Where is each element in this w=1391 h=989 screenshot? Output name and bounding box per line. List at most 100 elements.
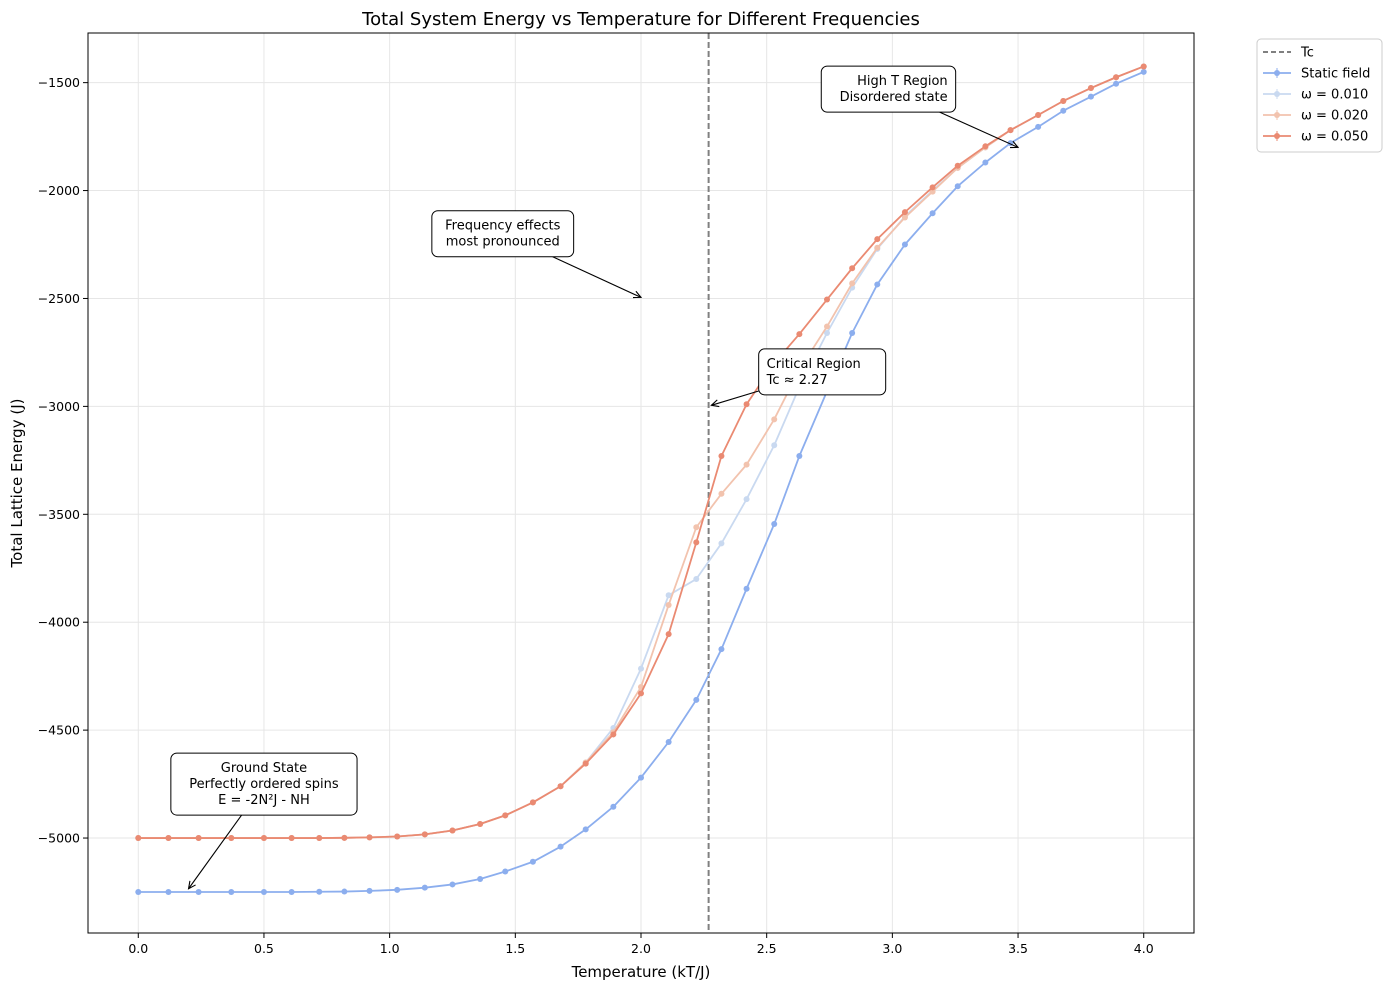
data-point (316, 888, 323, 895)
data-point (610, 803, 617, 810)
y-tick-label: −5000 (38, 831, 80, 846)
x-tick-label: 1.0 (380, 941, 400, 956)
legend-marker (1274, 70, 1280, 76)
x-tick-label: 1.5 (505, 941, 525, 956)
data-point (195, 835, 202, 842)
data-point (394, 833, 401, 840)
data-point (1007, 127, 1014, 134)
data-point (502, 868, 509, 875)
annotation-text: most pronounced (446, 235, 560, 250)
data-point (449, 827, 456, 834)
y-tick-label: −2000 (38, 183, 80, 198)
data-point (1140, 63, 1147, 70)
data-point (718, 490, 725, 497)
data-point (771, 442, 778, 449)
arrow-head (632, 290, 643, 299)
data-point (665, 631, 672, 638)
data-point (582, 760, 589, 767)
data-point (421, 831, 428, 838)
legend-label: ω = 0.020 (1301, 109, 1368, 124)
legend-entry: ω = 0.050 (1263, 130, 1368, 145)
data-point (693, 576, 700, 583)
data-point (693, 524, 700, 531)
data-point (165, 835, 172, 842)
data-point (316, 835, 323, 842)
data-point (796, 331, 803, 338)
y-tick-label: −1500 (38, 75, 80, 90)
data-point (743, 585, 750, 592)
data-point (718, 453, 725, 460)
data-point (982, 143, 989, 150)
data-point (1113, 80, 1120, 87)
data-point (849, 330, 856, 336)
legend-entry: Static field (1263, 67, 1370, 82)
data-point (557, 843, 564, 850)
data-point (228, 888, 235, 895)
data-point (477, 821, 484, 828)
annotation-text: Frequency effects (445, 219, 560, 234)
data-point (1035, 123, 1042, 130)
data-point (502, 812, 509, 819)
annotation-text: Perfectly ordered spins (189, 777, 339, 792)
data-point (954, 183, 961, 190)
data-point (529, 858, 536, 865)
data-point (557, 783, 564, 790)
data-point (665, 738, 672, 745)
data-point (874, 281, 881, 288)
arrow-head (710, 399, 720, 408)
data-point (743, 496, 750, 503)
annotation-box (431, 210, 575, 258)
annotation-arrow (711, 390, 759, 406)
data-point (743, 461, 750, 468)
data-point (394, 886, 401, 893)
data-point (849, 265, 856, 272)
annotation-text: Ground State (221, 761, 307, 776)
grid (88, 33, 1194, 933)
annotation-arrow (939, 111, 1019, 148)
annotation-text: Critical Region (767, 357, 861, 372)
legend-marker (1274, 133, 1280, 139)
data-point (1140, 68, 1147, 75)
series-line (138, 71, 1145, 893)
data-point (366, 834, 373, 841)
data-point (665, 601, 672, 608)
data-point (796, 453, 803, 460)
data-point (901, 214, 908, 221)
data-point (638, 774, 644, 781)
series-0 (135, 68, 1147, 895)
data-point (1060, 97, 1067, 104)
x-tick-label: 0.0 (128, 941, 148, 956)
data-point (824, 296, 831, 303)
y-tick-label: −3000 (38, 399, 80, 414)
series-line (138, 65, 1145, 839)
y-tick-label: −3500 (38, 507, 80, 522)
x-tick-label: 0.5 (254, 941, 274, 956)
data-point (693, 539, 700, 546)
x-axis-ticks: 0.0 0.5 1.0 1.5 2.0 2.5 3.0 3.5 4.0 (128, 933, 1154, 956)
data-point (824, 330, 831, 336)
data-point (638, 665, 644, 672)
data-point (718, 540, 725, 547)
data-point (421, 884, 428, 891)
arrow-head (1010, 140, 1020, 149)
legend-label: Static field (1301, 67, 1370, 82)
data-point (693, 696, 700, 703)
data-point (718, 646, 725, 653)
data-point (1035, 112, 1042, 119)
annotation-text: High T Region (857, 74, 948, 89)
data-point (610, 731, 617, 738)
y-axis-label: Total Lattice Energy (J) (8, 399, 26, 569)
data-point (366, 887, 373, 894)
legend-label: ω = 0.050 (1301, 130, 1368, 145)
x-tick-label: 3.5 (1008, 941, 1028, 956)
legend-entry: ω = 0.020 (1263, 109, 1368, 124)
legend-marker (1274, 112, 1280, 118)
data-point (771, 416, 778, 423)
data-point (1113, 74, 1120, 81)
chart-title: Total System Energy vs Temperature for D… (361, 9, 920, 30)
data-point (228, 835, 235, 842)
